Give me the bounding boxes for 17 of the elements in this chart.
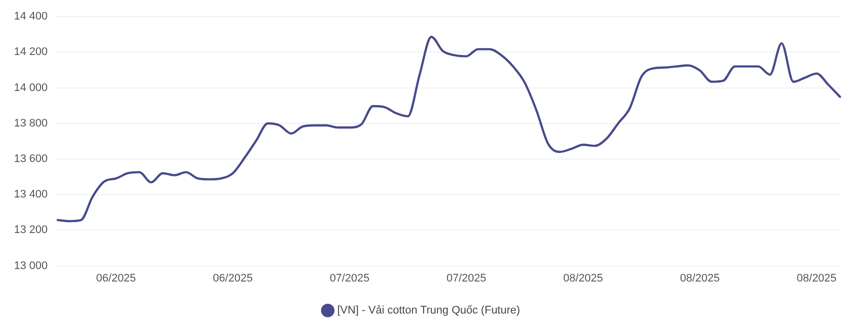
x-tick-label: 08/2025 (796, 272, 837, 284)
x-tick-label: 07/2025 (330, 272, 370, 284)
line-series (56, 36, 842, 222)
x-tick-label: 07/2025 (446, 272, 486, 284)
x-tick-label: 06/2025 (96, 272, 136, 284)
y-tick-label: 13 600 (14, 153, 48, 166)
y-tick-label: 13 400 (14, 188, 48, 201)
y-tick-label: 14 400 (14, 10, 48, 23)
x-tick-label: 08/2025 (563, 272, 603, 284)
y-tick-label: 13 200 (14, 224, 48, 236)
y-tick-label: 13 800 (14, 117, 48, 130)
legend-label: [VN] - Vải cotton Trung Quốc (Future) (337, 304, 520, 317)
y-tick-label: 14 000 (14, 82, 48, 94)
x-tick-label: 08/2025 (680, 272, 720, 284)
y-tick-label: 14 200 (14, 46, 48, 58)
x-tick-label: 06/2025 (212, 272, 253, 284)
y-tick-label: 13 000 (14, 260, 48, 272)
